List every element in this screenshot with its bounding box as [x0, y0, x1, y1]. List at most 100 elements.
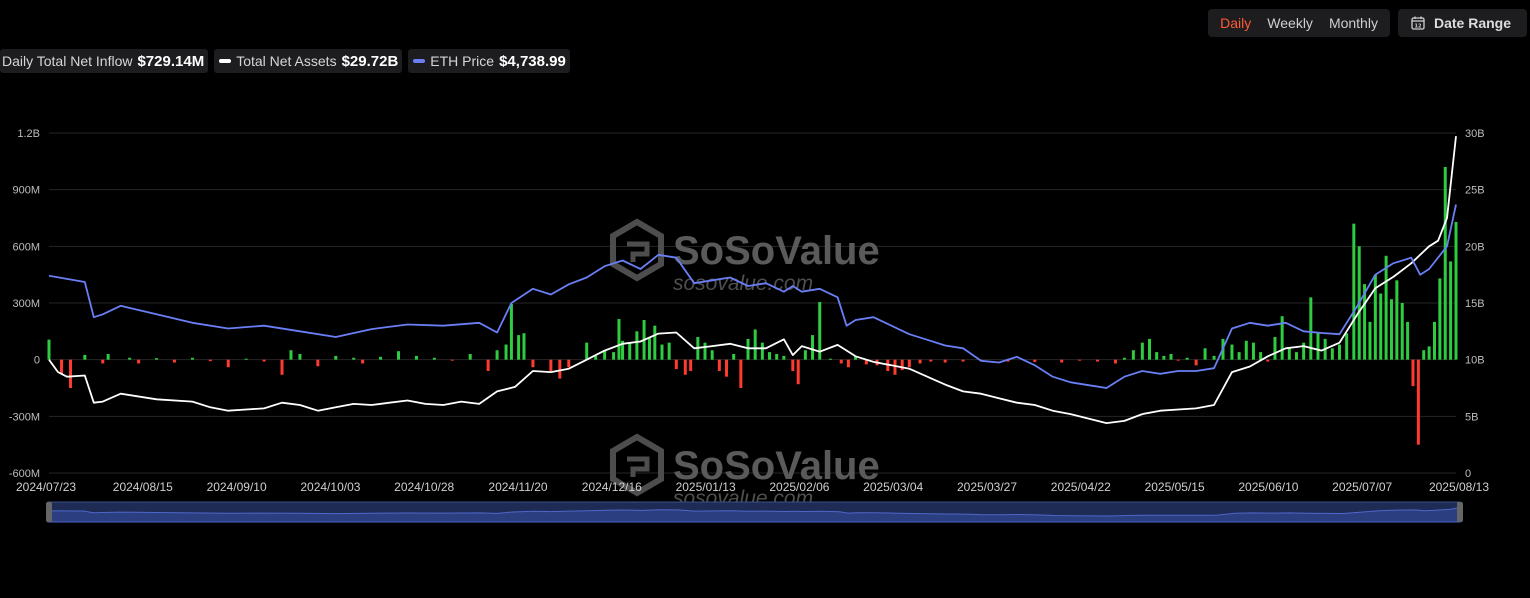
- inflow-bar: [768, 352, 772, 360]
- inflow-bar: [828, 358, 832, 360]
- legend-label: Daily Total Net Inflow: [2, 53, 133, 69]
- y-tick-label-left: 300M: [12, 298, 40, 310]
- inflow-bar: [1122, 357, 1126, 360]
- inflow-bar: [725, 359, 729, 377]
- inflow-bar: [1379, 293, 1383, 360]
- watermark-brand: SoSoValue: [673, 229, 880, 273]
- inflow-bar: [1406, 321, 1410, 360]
- inflow-bar: [522, 333, 526, 360]
- series-lines: [48, 136, 1457, 424]
- x-tick-label: 2024/11/20: [488, 480, 547, 494]
- inflow-bar: [1395, 280, 1399, 360]
- inflow-bar: [961, 359, 965, 362]
- y-tick-label-right: 10B: [1465, 355, 1485, 367]
- x-tick-label: 2025/04/22: [1051, 480, 1111, 494]
- inflow-bar: [796, 359, 800, 385]
- inflow-bar: [280, 359, 284, 375]
- inflow-bar: [739, 359, 743, 388]
- inflow-bar: [334, 355, 338, 360]
- inflow-bar: [1309, 297, 1313, 360]
- inflow-bar: [703, 342, 707, 360]
- weekly-tab[interactable]: Weekly: [1267, 15, 1313, 31]
- inflow-bar: [1176, 359, 1180, 361]
- x-tick-label: 2024/08/15: [113, 480, 173, 494]
- inflow-bar: [1006, 359, 1010, 362]
- legend-item-eth-price[interactable]: ETH Price $4,738.99: [408, 49, 570, 73]
- watermark-logo-icon: [610, 433, 664, 497]
- y-tick-label-right: 25B: [1465, 185, 1485, 197]
- inflow-bar: [1416, 359, 1420, 445]
- x-tick-label: 2025/06/10: [1238, 480, 1298, 494]
- inflow-bar: [379, 356, 383, 360]
- inflow-bar: [1337, 344, 1341, 360]
- inflow-bar: [1096, 359, 1100, 362]
- inflow-bar: [775, 354, 779, 360]
- inflow-bar: [352, 357, 356, 360]
- inflow-bar: [1400, 303, 1404, 360]
- watermark-logo-icon: [610, 218, 664, 282]
- inflow-bar: [818, 302, 822, 360]
- inflow-bar: [929, 359, 933, 362]
- y-tick-label-left: 1.2B: [17, 128, 40, 140]
- inflow-bar: [244, 358, 248, 360]
- y-tick-label-right: 30B: [1465, 128, 1485, 140]
- x-tick-label: 2025/02/06: [769, 480, 829, 494]
- toolbar: Daily Weekly Monthly 12 Date Range: [1208, 9, 1527, 37]
- inflow-bar: [69, 359, 73, 388]
- inflow-bar: [414, 355, 418, 360]
- inflow-bar: [1140, 342, 1144, 360]
- left-axis: 1.2B 900M 600M 300M 0 -300M -600M: [9, 128, 40, 480]
- range-navigator[interactable]: [46, 501, 1463, 523]
- inflow-bar: [208, 359, 212, 362]
- x-tick-label: 2025/08/13: [1429, 480, 1489, 494]
- watermark-logo-mark: [627, 241, 650, 262]
- inflow-bar: [289, 350, 293, 360]
- legend-swatch-eth: [413, 59, 426, 63]
- x-tick-label: 2024/07/23: [16, 480, 76, 494]
- monthly-tab[interactable]: Monthly: [1328, 15, 1378, 31]
- inflow-bar: [567, 359, 571, 368]
- inflow-bar: [660, 344, 664, 360]
- legend-item-inflow[interactable]: Daily Total Net Inflow $729.14M: [0, 49, 209, 73]
- inflow-bar: [1363, 284, 1367, 360]
- legend-item-assets[interactable]: Total Net Assets $29.72B: [214, 49, 403, 73]
- inflow-bar: [1078, 359, 1082, 361]
- navigator-left-handle: [46, 502, 52, 522]
- inflow-bar: [628, 342, 632, 360]
- daily-tab[interactable]: Daily: [1220, 15, 1252, 31]
- inflow-bar: [137, 359, 141, 364]
- inflow-bar: [1454, 221, 1458, 360]
- watermark-brand: SoSoValue: [673, 444, 880, 488]
- inflow-bar: [1345, 333, 1349, 360]
- inflow-bar: [262, 359, 266, 362]
- inflow-bar: [653, 325, 657, 360]
- inflow-bar: [900, 359, 904, 371]
- inflow-bar: [1384, 255, 1388, 360]
- eth-price-line: [48, 204, 1457, 389]
- inflow-bar: [753, 329, 757, 360]
- legend-value: $29.72B: [341, 52, 399, 70]
- inflow-bar: [1194, 359, 1198, 366]
- navigator-sparkline: [47, 506, 1461, 523]
- inflow-bar: [1230, 344, 1234, 360]
- y-tick-label-right: 5B: [1465, 411, 1478, 423]
- inflow-bar: [1294, 352, 1298, 360]
- legend-value: $4,738.99: [499, 52, 566, 70]
- inflow-bar: [549, 359, 553, 371]
- inflow-bar: [128, 357, 132, 360]
- inflow-bar: [1259, 352, 1263, 360]
- inflow-bar: [298, 354, 302, 360]
- inflow-bar: [647, 337, 651, 360]
- calendar-icon: 12: [1411, 16, 1425, 30]
- watermark-logo-mark: [627, 456, 650, 477]
- date-range-button[interactable]: 12 Date Range: [1397, 9, 1527, 37]
- x-tick-label: 2024/10/28: [394, 480, 454, 494]
- x-tick-label: 2025/05/15: [1145, 480, 1205, 494]
- inflow-bar: [1389, 299, 1393, 360]
- y-tick-label-right: 20B: [1465, 241, 1485, 253]
- inflow-bar: [803, 350, 807, 360]
- inflow-bar: [1266, 359, 1270, 362]
- inflow-bar: [1432, 321, 1436, 360]
- inflow-bar: [893, 359, 897, 375]
- inflow-bar: [839, 359, 843, 364]
